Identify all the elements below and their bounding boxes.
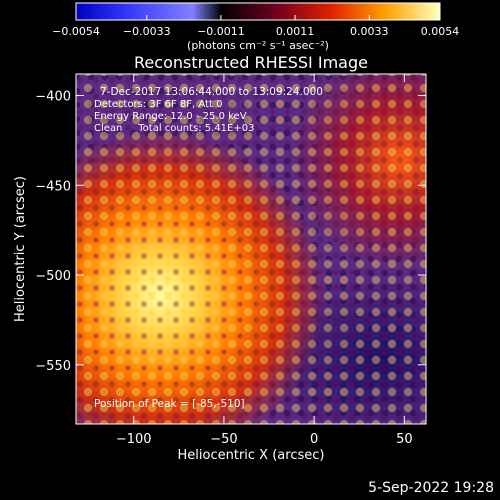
annotation-detectors: Detectors: 3F 6F 8F, Att 0 <box>94 99 222 110</box>
colorbar-gradient <box>75 2 441 21</box>
annotation-energy: Energy Range: 12.0 - 25.0 keV <box>94 111 247 122</box>
annotation-counts: Clean Total counts: 5.41E+03 <box>94 123 254 134</box>
plot-area <box>76 74 426 424</box>
date-stamp: 5-Sep-2022 19:28 <box>368 480 494 496</box>
plot-frame <box>75 73 427 425</box>
colorbar-tick-label: 0.0033 <box>350 25 389 38</box>
x-tick-label: 0 <box>310 432 318 447</box>
y-tick-label: −550 <box>35 359 71 374</box>
x-axis-label: Heliocentric X (arcsec) <box>178 448 325 463</box>
peak-position-label: Position of Peak = [-85,-510] <box>94 398 245 410</box>
y-tick-label: −400 <box>35 90 71 105</box>
colorbar-tick-label: 0.0011 <box>276 25 315 38</box>
x-tick-label: −100 <box>116 432 152 447</box>
colorbar-tick-label: −0.0011 <box>197 25 245 38</box>
colorbar-tick-label: −0.0033 <box>123 25 171 38</box>
y-tick-label: −500 <box>35 269 71 284</box>
colorbar: −0.0054 −0.0033 −0.0011 0.0011 0.0033 0.0054 … <box>52 2 459 52</box>
colorbar-tick-label: 0.0054 <box>421 25 460 38</box>
colorbar-ticks: −0.0054 −0.0033 −0.0011 0.0011 0.0033 0.0054 <box>52 15 459 38</box>
annotation-block: 7-Dec-2017 13:06:44.000 to 13:09:24.000 … <box>94 86 323 134</box>
y-tick-label: −450 <box>35 179 71 194</box>
annotation-time-range: 7-Dec-2017 13:06:44.000 to 13:09:24.000 <box>100 86 323 98</box>
x-axis-ticks: −100 −50 0 50 <box>116 74 413 447</box>
y-axis-ticks: −400 −450 −500 −550 <box>35 90 426 374</box>
colorbar-tick-label: −0.0054 <box>52 25 100 38</box>
chart-title: Reconstructed RHESSI Image <box>134 53 368 72</box>
x-tick-label: −50 <box>210 432 237 447</box>
y-axis-label: Heliocentric Y (arcsec) <box>13 176 28 322</box>
x-tick-label: 50 <box>396 432 413 447</box>
colorbar-unit-label: (photons cm⁻² s⁻¹ asec⁻²) <box>187 39 329 52</box>
